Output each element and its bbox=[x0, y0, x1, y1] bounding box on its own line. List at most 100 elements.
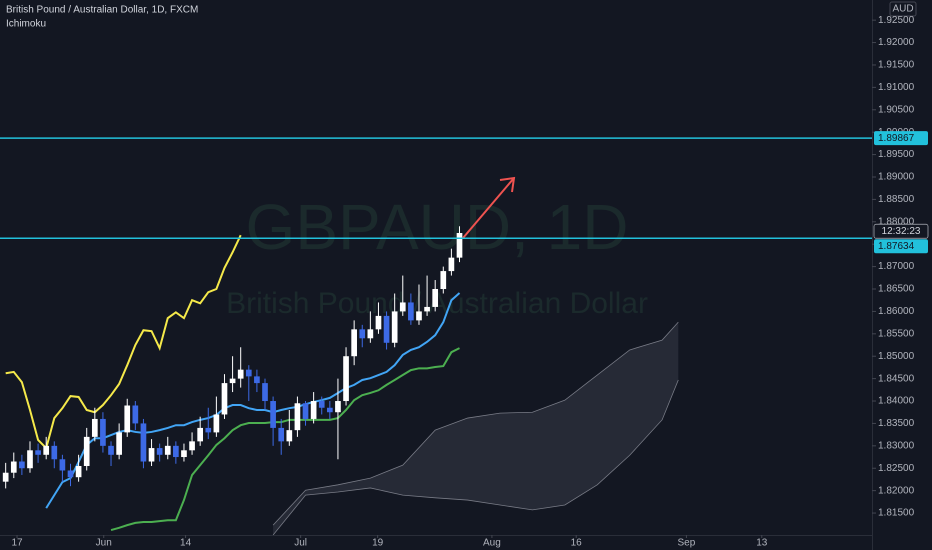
candle-body bbox=[310, 401, 317, 419]
price-label-box bbox=[874, 239, 928, 254]
candle-body bbox=[43, 445, 50, 455]
candle-body bbox=[456, 232, 463, 258]
x-tick-label: Aug bbox=[483, 538, 501, 549]
candle-body bbox=[286, 430, 293, 442]
y-tick-label: 1.84500 bbox=[878, 373, 915, 384]
candle-body bbox=[108, 445, 114, 455]
y-tick-label: 1.83500 bbox=[878, 418, 915, 429]
y-tick-label: 1.89500 bbox=[878, 149, 915, 160]
y-tick-label: 1.84000 bbox=[878, 396, 915, 407]
candle-body bbox=[10, 461, 17, 473]
candle-body bbox=[51, 445, 58, 460]
currency: AUD bbox=[892, 4, 913, 15]
y-tick-label: 1.88500 bbox=[878, 194, 915, 205]
candle-body bbox=[237, 369, 244, 379]
candle-body bbox=[164, 445, 171, 455]
candle-body bbox=[254, 376, 260, 384]
candle-body bbox=[448, 257, 455, 272]
y-tick-label: 1.81500 bbox=[878, 508, 915, 519]
indicator-name: Ichimoku bbox=[6, 19, 46, 30]
x-tick-label: 16 bbox=[571, 538, 583, 549]
candle-body bbox=[270, 401, 276, 428]
candle-body bbox=[116, 432, 122, 455]
candle-body bbox=[245, 369, 252, 377]
candle-body bbox=[35, 450, 41, 455]
candle-body bbox=[19, 461, 25, 469]
candle-body bbox=[132, 405, 139, 424]
currency-box bbox=[889, 1, 917, 17]
candle-body bbox=[91, 418, 98, 437]
candle-body bbox=[67, 470, 74, 478]
y-tick-label: 1.85500 bbox=[878, 328, 915, 339]
price-label-box bbox=[874, 131, 928, 146]
price-label: 1.89867 bbox=[878, 133, 915, 144]
watermark: GBPAUD, 1D bbox=[246, 191, 629, 263]
candle-body bbox=[335, 401, 341, 413]
y-tick-label: 1.86500 bbox=[878, 284, 915, 295]
y-tick-label: 1.92500 bbox=[878, 15, 915, 26]
candle-body bbox=[391, 311, 398, 343]
y-tick-label: 1.82000 bbox=[878, 485, 915, 496]
candle-body bbox=[416, 311, 422, 321]
candle-body bbox=[399, 302, 406, 312]
price-label: 1.87634 bbox=[878, 241, 915, 252]
candle-body bbox=[181, 450, 187, 458]
candle-body bbox=[351, 329, 357, 357]
candle-body bbox=[327, 407, 333, 413]
candle-body bbox=[424, 306, 430, 312]
candle-body bbox=[440, 271, 447, 290]
candle-body bbox=[375, 315, 382, 330]
candle-body bbox=[197, 427, 204, 442]
y-tick-label: 1.89000 bbox=[878, 172, 915, 183]
candle-body bbox=[213, 414, 220, 433]
candle-body bbox=[221, 383, 228, 415]
x-tick-label: Sep bbox=[678, 538, 696, 549]
countdown: 12:32:23 bbox=[882, 226, 921, 237]
cloud-edge bbox=[272, 321, 679, 526]
chart-title: British Pound / Australian Dollar, 1D, F… bbox=[6, 5, 198, 16]
y-tick-label: 1.82500 bbox=[878, 463, 915, 474]
candle-body bbox=[383, 315, 390, 343]
cloud-edge bbox=[272, 379, 679, 536]
candle-body bbox=[408, 302, 414, 321]
plot bbox=[2, 226, 679, 536]
cloud-fill bbox=[273, 322, 679, 535]
x-tick-label: Jun bbox=[96, 538, 112, 549]
y-tick-label: 1.88000 bbox=[878, 216, 915, 227]
candle-body bbox=[205, 427, 212, 433]
countdown-box bbox=[873, 223, 929, 239]
forecast-arrow bbox=[462, 176, 516, 239]
indicator-line bbox=[110, 347, 460, 532]
y-tick-label: 1.86000 bbox=[878, 306, 915, 317]
candle-body bbox=[367, 329, 374, 339]
y-tick-label: 1.87000 bbox=[878, 261, 915, 272]
x-tick-label: Jul bbox=[294, 538, 307, 549]
y-tick-label: 1.92000 bbox=[878, 37, 915, 48]
candle-body bbox=[100, 418, 106, 446]
y-tick-label: 1.91500 bbox=[878, 60, 915, 71]
candle-body bbox=[278, 427, 285, 442]
x-tick-label: 17 bbox=[11, 538, 23, 549]
y-tick-label: 1.90500 bbox=[878, 104, 915, 115]
candle-body bbox=[318, 401, 325, 408]
candle-body bbox=[59, 459, 66, 471]
y-tick-label: 1.83000 bbox=[878, 440, 915, 451]
candle-body bbox=[140, 423, 147, 462]
candle-body bbox=[432, 289, 439, 307]
x-tick-label: 19 bbox=[372, 538, 384, 549]
candle-body bbox=[148, 448, 155, 462]
indicator-line bbox=[45, 292, 461, 509]
candle-body bbox=[262, 383, 268, 402]
candle-body bbox=[343, 356, 349, 402]
candle-body bbox=[294, 403, 301, 431]
candle-body bbox=[156, 448, 163, 455]
candle-body bbox=[2, 472, 9, 482]
candle-body bbox=[189, 441, 195, 451]
candle-body bbox=[302, 403, 309, 419]
candle-body bbox=[83, 436, 90, 466]
candle-body bbox=[359, 329, 366, 339]
candle-body bbox=[124, 405, 131, 433]
y-tick-label: 1.85000 bbox=[878, 351, 915, 362]
